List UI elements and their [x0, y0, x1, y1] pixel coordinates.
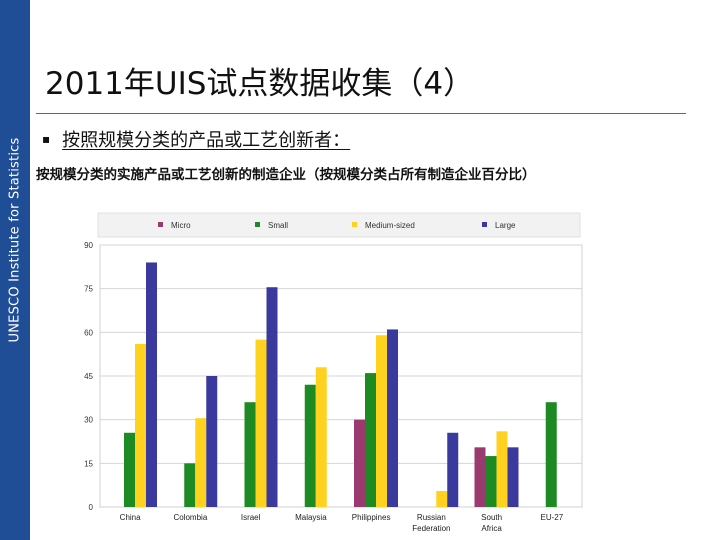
legend-label-micro: Micro — [171, 221, 191, 230]
bullet-text: 按照规模分类的产品或工艺创新者： — [62, 130, 351, 151]
title-divider — [36, 113, 686, 114]
sidebar-label: UNESCO Institute for Statistics — [7, 137, 23, 343]
x-tick-label: Israel — [241, 513, 261, 522]
bar-medium-sized-malaysia — [315, 367, 327, 507]
y-tick-label: 90 — [84, 241, 93, 250]
bar-small-colombia — [184, 463, 196, 507]
x-tick-label-line: Africa — [481, 524, 502, 533]
legend-box — [97, 212, 581, 238]
bar-small-china — [124, 432, 135, 507]
x-tick-label: Philippines — [352, 513, 391, 522]
bar-chart: Micro Small Medium-sized Large 0 15 30 45 60 75 90… — [60, 205, 590, 540]
bar-small-eu-27 — [545, 402, 557, 507]
bullet-point: ▪ 按照规模分类的产品或工艺创新者： — [42, 126, 350, 152]
x-tick-label: EU-27 — [541, 513, 564, 522]
legend-label-small: Small — [268, 221, 288, 230]
bar-micro-south-africa — [474, 447, 486, 507]
bar-small-israel — [244, 402, 256, 507]
y-tick-label: 0 — [89, 503, 94, 512]
bar-medium-sized-philippines — [376, 335, 387, 507]
bullet-marker: ▪ — [42, 132, 51, 146]
x-tick-label: Russian Federation — [412, 513, 450, 533]
x-tick-label-line: Russian — [417, 513, 446, 522]
bar-medium-sized-israel — [255, 339, 267, 507]
bar-small-philippines — [365, 373, 376, 507]
y-tick-label: 75 — [84, 285, 93, 294]
x-tick-label-line: China — [120, 513, 141, 522]
y-tick-label: 30 — [84, 416, 93, 425]
x-tick-label-line: EU-27 — [541, 513, 564, 522]
legend-label-medium-sized: Medium-sized — [365, 221, 415, 230]
x-tick-label-line: Malaysia — [295, 513, 327, 522]
y-tick-label: 60 — [84, 328, 93, 337]
x-tick-label-line: Federation — [412, 524, 450, 533]
sidebar-band: UNESCO Institute for Statistics — [0, 0, 30, 540]
bar-large-colombia — [206, 376, 218, 507]
slide-title: 2011年UIS试点数据收集（4） — [45, 66, 475, 102]
chart-subtitle: 按规模分类的实施产品或工艺创新的制造企业（按规模分类占所有制造企业百分比） — [36, 167, 536, 183]
y-tick-label: 15 — [84, 459, 93, 468]
legend-swatch-small — [255, 222, 260, 227]
chart-svg: Micro Small Medium-sized Large 0 15 30 45 60 75 90… — [84, 212, 583, 533]
x-tick-label-line: Philippines — [352, 513, 391, 522]
x-tick-label: China — [120, 513, 141, 522]
x-tick-label: South Africa — [481, 513, 502, 533]
x-tick-label-line: South — [481, 513, 502, 522]
bar-large-israel — [266, 287, 278, 507]
bar-large-south-africa — [507, 447, 519, 507]
y-tick-label: 45 — [84, 372, 93, 381]
bar-medium-sized-russian-federation — [436, 490, 448, 507]
legend-swatch-large — [482, 222, 487, 227]
bar-large-russian-federation — [447, 432, 459, 507]
legend-swatch-micro — [158, 222, 163, 227]
legend-swatch-medium-sized — [352, 222, 357, 227]
x-tick-label-line: Colombia — [173, 513, 207, 522]
bar-micro-philippines — [354, 419, 365, 507]
bar-large-china — [146, 262, 157, 507]
bar-medium-sized-china — [135, 343, 146, 507]
x-tick-label: Colombia — [173, 513, 207, 522]
bar-medium-sized-colombia — [195, 418, 207, 507]
bar-small-malaysia — [304, 384, 316, 507]
x-tick-label-line: Israel — [241, 513, 261, 522]
legend-label-large: Large — [495, 221, 516, 230]
bar-small-south-africa — [485, 456, 497, 507]
x-tick-label: Malaysia — [295, 513, 327, 522]
bar-medium-sized-south-africa — [496, 431, 508, 507]
bar-large-philippines — [387, 329, 398, 507]
